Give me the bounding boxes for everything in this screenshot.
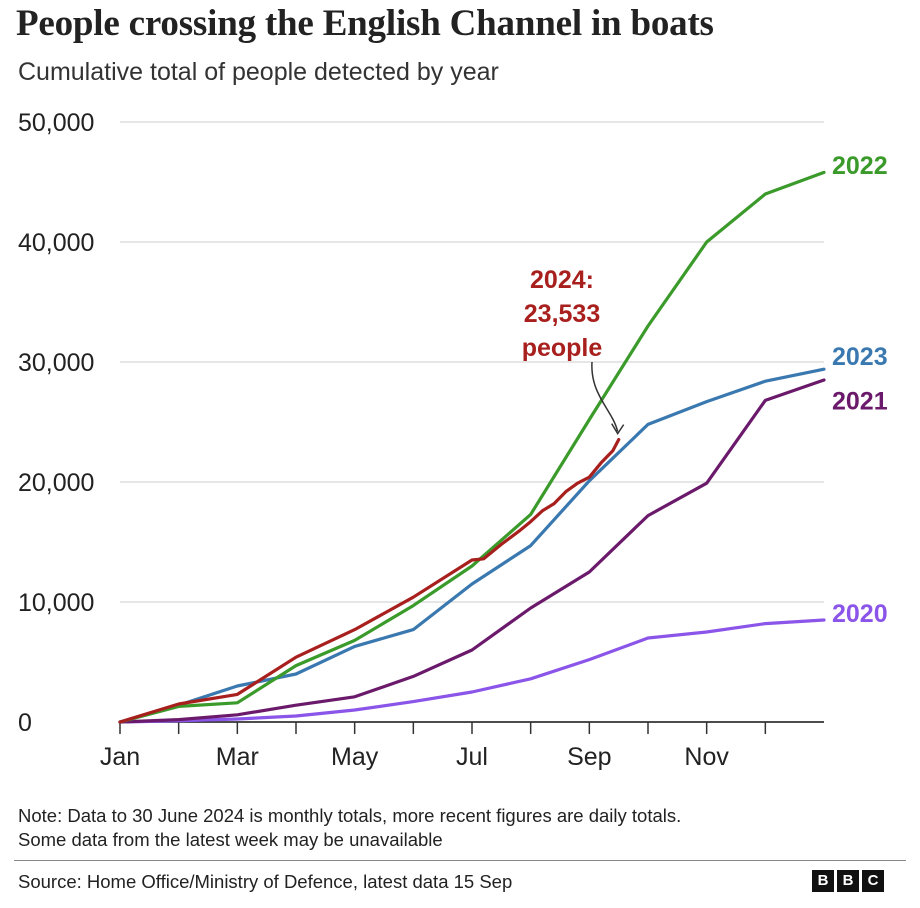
annotation-arrowhead [611, 423, 625, 436]
note-line-2: Some data from the latest week may be un… [18, 829, 443, 850]
annotation-line: people [522, 334, 603, 362]
series-label-2021: 2021 [832, 387, 888, 415]
chart-note: Note: Data to 30 June 2024 is monthly to… [18, 804, 681, 852]
footer-divider [14, 860, 906, 861]
y-tick-label: 30,000 [18, 349, 94, 377]
series-line-2024 [118, 438, 621, 724]
x-tick-label: Mar [216, 743, 259, 771]
bbc-logo-block: C [862, 870, 884, 892]
x-tick-label: Jul [456, 743, 488, 771]
x-tick-label: May [331, 743, 379, 771]
y-tick-label: 20,000 [18, 469, 94, 497]
x-tick-label: Jan [100, 743, 140, 771]
line-chart: 0 10,000 20,000 30,000 40,000 50,000 Jan Mar May… [18, 109, 888, 771]
series-line-2020 [118, 618, 826, 724]
y-tick-label: 40,000 [18, 229, 94, 257]
x-tick-label: Nov [684, 743, 729, 771]
note-line-1: Note: Data to 30 June 2024 is monthly to… [18, 805, 682, 826]
chart-title: People crossing the English Channel in b… [16, 3, 714, 44]
chart-subtitle: Cumulative total of people detected by y… [18, 58, 499, 86]
source-text: Source: Home Office/Ministry of Defence,… [18, 871, 513, 892]
annotation-arrow [591, 361, 619, 432]
series-line-2022 [118, 170, 826, 724]
x-tick-label: Sep [567, 743, 611, 771]
bbc-logo-block: B [812, 870, 834, 892]
y-tick-label: 0 [18, 709, 32, 737]
series-label-2023: 2023 [832, 343, 888, 371]
series-label-2020: 2020 [832, 600, 888, 628]
y-tick-label: 50,000 [18, 109, 94, 137]
bbc-logo-block: B [837, 870, 859, 892]
annotation-line: 2024: [530, 266, 594, 294]
bbc-logo: B B C [812, 870, 884, 892]
series-line-2021 [118, 378, 826, 724]
series-line-2023 [118, 367, 826, 724]
y-tick-label: 10,000 [18, 589, 94, 617]
series-label-2022: 2022 [832, 152, 888, 180]
annotation-line: 23,533 [524, 300, 600, 328]
